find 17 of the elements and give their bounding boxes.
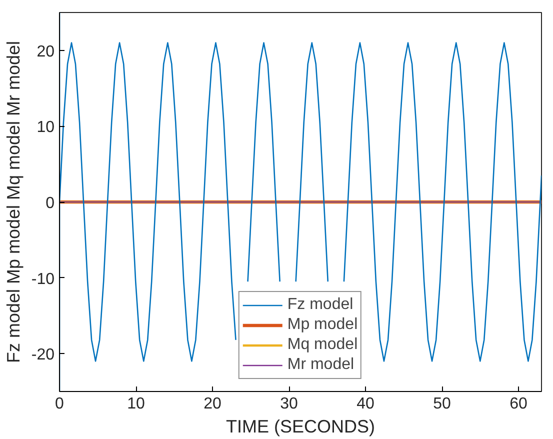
x-tick-label: 30 — [280, 396, 298, 412]
x-tick-label: 50 — [433, 396, 452, 412]
x-tick-label: 40 — [356, 396, 375, 412]
legend-label: Mr model — [287, 356, 354, 374]
x-tick-label: 20 — [204, 396, 222, 412]
legend-label: Mp model — [287, 316, 358, 334]
x-tick-label: 60 — [510, 396, 528, 412]
y-tick-label: -20 — [31, 346, 55, 364]
y-axis-title: Fz model Mp model Mq model Mr model — [3, 40, 24, 364]
y-tick-label: 10 — [36, 119, 55, 136]
legend-label: Fz model — [287, 296, 354, 314]
x-axis-title: TIME (SECONDS) — [226, 416, 376, 436]
legend-label: Mq model — [287, 336, 358, 354]
x-tick-label: 10 — [127, 396, 146, 412]
y-tick-label: 0 — [46, 195, 55, 212]
y-tick-label: 20 — [36, 43, 55, 60]
y-tick-label: -10 — [31, 270, 55, 288]
